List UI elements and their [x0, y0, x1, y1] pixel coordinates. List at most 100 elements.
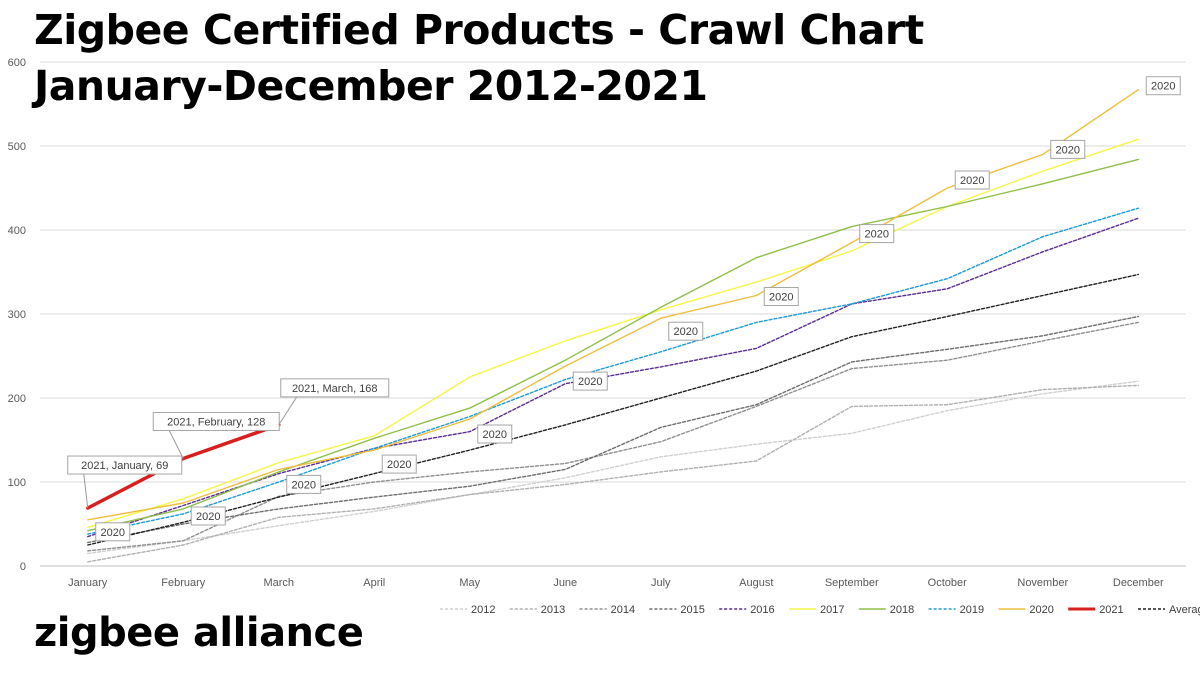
x-tick-label: January [68, 577, 108, 589]
legend-item-2021: 2021 [1068, 604, 1124, 616]
callout-box [763, 287, 799, 307]
legend-label: 2021 [1099, 604, 1123, 616]
series-line-2015 [87, 315, 1140, 544]
callout-2020-november: 2020 [1050, 139, 1086, 159]
callout-label: 2020 [483, 429, 507, 441]
callout-2021-march: 2021, March, 168 [278, 378, 390, 426]
zigbee-alliance-logo: zigbee alliance [34, 610, 364, 656]
x-tick-label: May [459, 577, 480, 589]
legend-label: 2016 [750, 604, 774, 616]
callout-label: 2020 [1151, 81, 1175, 93]
callout-box [954, 170, 990, 190]
legend-label: 2018 [890, 604, 914, 616]
x-tick-label: December [1113, 577, 1164, 589]
legend-item-2013: 2013 [509, 604, 565, 616]
callout-label: 2020 [1056, 144, 1080, 156]
series-line-2019 [87, 207, 1140, 535]
legend-label: 2015 [680, 604, 704, 616]
callout-box [67, 455, 183, 475]
callout-2020-july: 2020 [668, 321, 704, 341]
series-line-2012 [87, 380, 1140, 555]
callout-label: 2020 [960, 175, 984, 187]
callout-box [1050, 139, 1086, 159]
legend-label: 2012 [471, 604, 495, 616]
callout-label: 2021, February, 128 [167, 416, 265, 428]
chart-title: Zigbee Certified Products - Crawl Chart [34, 6, 924, 54]
x-tick-label: November [1017, 577, 1068, 589]
callout-label: 2020 [101, 527, 125, 539]
callout-2020-august: 2020 [763, 287, 799, 307]
legend-item-2016: 2016 [719, 604, 775, 616]
legend-label: 2017 [820, 604, 844, 616]
y-tick-label: 0 [20, 561, 26, 573]
legend-label: 2019 [960, 604, 984, 616]
y-tick-label: 400 [8, 225, 26, 237]
callout-2020-september: 2020 [859, 224, 895, 244]
callout-box [572, 371, 608, 391]
x-tick-label: April [363, 577, 385, 589]
callout-2020-may: 2020 [477, 424, 513, 444]
callout-box [381, 454, 417, 474]
legend-item-2015: 2015 [649, 604, 705, 616]
callout-2021-february: 2021, February, 128 [152, 411, 280, 459]
callout-box [95, 522, 131, 542]
legend-item-2017: 2017 [789, 604, 844, 616]
series-line-2013 [87, 384, 1140, 563]
legend-item-2018: 2018 [858, 604, 914, 616]
series-line-2016 [87, 217, 1140, 538]
x-tick-label: October [928, 577, 967, 589]
legend-item-2014: 2014 [579, 604, 635, 616]
legend-label: 2013 [541, 604, 565, 616]
callout-label: 2020 [865, 229, 889, 241]
callout-box [190, 506, 226, 526]
callout-label: 2021, January, 69 [81, 460, 168, 472]
callout-label: 2020 [674, 326, 698, 338]
x-tick-label: February [161, 577, 206, 589]
callout-label: 2020 [578, 376, 602, 388]
callout-box [152, 411, 280, 431]
callout-label: 2020 [769, 292, 793, 304]
callout-label: 2020 [292, 479, 316, 491]
legend-item-average: Average [1138, 604, 1200, 616]
callout-box [286, 474, 322, 494]
legend-item-2020: 2020 [998, 604, 1054, 616]
series-line-average [87, 273, 1140, 546]
callout-label: 2021, March, 168 [292, 383, 378, 395]
y-tick-label: 300 [8, 309, 26, 321]
callout-2021-january: 2021, January, 69 [67, 455, 183, 509]
y-tick-label: 100 [8, 477, 26, 489]
callout-box [859, 224, 895, 244]
callout-box [668, 321, 704, 341]
chart-subtitle: January-December 2012-2021 [34, 62, 708, 110]
series-line-2021 [86, 423, 281, 510]
callout-box [477, 424, 513, 444]
series-line-2014 [87, 321, 1140, 552]
callout-label: 2020 [196, 511, 220, 523]
callout-2020-april: 2020 [381, 454, 417, 474]
series-line-2020 [87, 88, 1140, 521]
callout-box [280, 378, 390, 398]
legend-label: 2020 [1029, 604, 1053, 616]
callout-leader [168, 430, 184, 459]
callout-2020-march: 2020 [286, 474, 322, 494]
legend-item-2012: 2012 [440, 604, 495, 616]
x-tick-label: March [263, 577, 294, 589]
y-tick-label: 500 [8, 141, 26, 153]
x-tick-label: August [739, 577, 773, 589]
legend-item-2019: 2019 [928, 604, 984, 616]
x-tick-label: July [651, 577, 671, 589]
callout-leader [278, 396, 298, 426]
callout-2020-december: 2020 [1145, 76, 1181, 96]
legend-label: 2014 [611, 604, 635, 616]
callout-box [1145, 76, 1181, 96]
callout-2020-february: 2020 [190, 506, 226, 526]
y-tick-label: 600 [8, 57, 26, 69]
callout-label: 2020 [387, 459, 411, 471]
series-line-2018 [87, 158, 1140, 532]
callout-2020-october: 2020 [954, 170, 990, 190]
y-tick-label: 200 [8, 393, 26, 405]
callout-2020-june: 2020 [572, 371, 608, 391]
legend-label: Average [1169, 604, 1200, 616]
x-tick-label: June [553, 577, 577, 589]
